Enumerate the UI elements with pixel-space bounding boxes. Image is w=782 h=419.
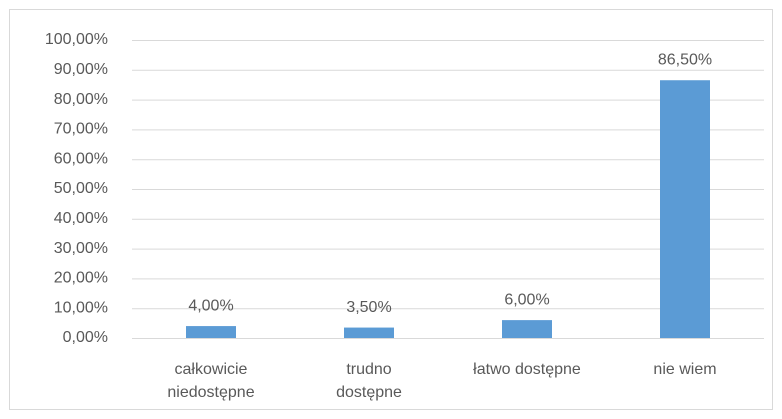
- y-tick-label: 80,00%: [54, 91, 108, 108]
- y-tick-label: 70,00%: [54, 121, 108, 138]
- data-label: 4,00%: [188, 297, 233, 314]
- y-tick-label: 10,00%: [54, 299, 108, 316]
- data-label: 6,00%: [504, 291, 549, 308]
- x-tick-label: łatwo dostępne: [473, 361, 581, 378]
- x-tick-label: trudno dostępne: [336, 361, 402, 401]
- y-tick-label: 60,00%: [54, 150, 108, 167]
- y-tick-label: 20,00%: [54, 270, 108, 287]
- y-tick-label: 100,00%: [45, 31, 108, 48]
- y-tick-label: 40,00%: [54, 210, 108, 227]
- chart-frame: [9, 9, 773, 410]
- bar: [186, 326, 236, 338]
- bar: [660, 80, 710, 338]
- data-label: 86,50%: [658, 51, 712, 68]
- x-tick-label: nie wiem: [653, 361, 716, 378]
- bar: [344, 327, 394, 338]
- y-tick-label: 0,00%: [63, 329, 108, 346]
- y-tick-label: 50,00%: [54, 180, 108, 197]
- data-label: 3,50%: [346, 299, 391, 316]
- y-tick-label: 90,00%: [54, 61, 108, 78]
- bar: [502, 320, 552, 338]
- x-tick-label: całkowicie niedostępne: [167, 361, 254, 401]
- y-tick-label: 30,00%: [54, 240, 108, 257]
